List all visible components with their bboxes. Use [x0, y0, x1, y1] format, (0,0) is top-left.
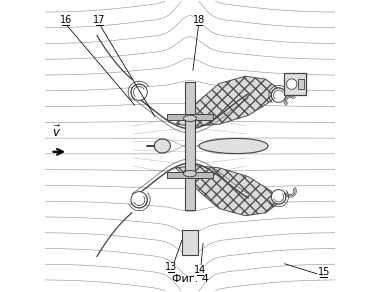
Polygon shape: [176, 166, 277, 216]
Bar: [285, 73, 306, 95]
Ellipse shape: [184, 115, 196, 121]
Polygon shape: [199, 138, 268, 154]
Circle shape: [271, 190, 286, 204]
Text: Фиг. 4: Фиг. 4: [171, 274, 209, 284]
Text: 17: 17: [93, 15, 106, 25]
Text: 14: 14: [194, 265, 206, 275]
Polygon shape: [146, 139, 170, 153]
Circle shape: [271, 88, 286, 102]
Circle shape: [287, 79, 297, 89]
Ellipse shape: [184, 171, 196, 177]
Text: 13: 13: [165, 262, 177, 272]
Bar: [298, 79, 304, 89]
Text: 16: 16: [60, 15, 72, 25]
Circle shape: [131, 192, 147, 208]
Text: 18: 18: [193, 15, 205, 25]
Bar: [182, 230, 198, 255]
Circle shape: [131, 84, 147, 100]
Bar: [185, 82, 195, 210]
Bar: [167, 114, 213, 119]
Polygon shape: [176, 76, 277, 126]
Text: 15: 15: [318, 267, 330, 277]
Text: $\vec{v}$: $\vec{v}$: [52, 125, 61, 140]
Bar: [167, 173, 213, 178]
